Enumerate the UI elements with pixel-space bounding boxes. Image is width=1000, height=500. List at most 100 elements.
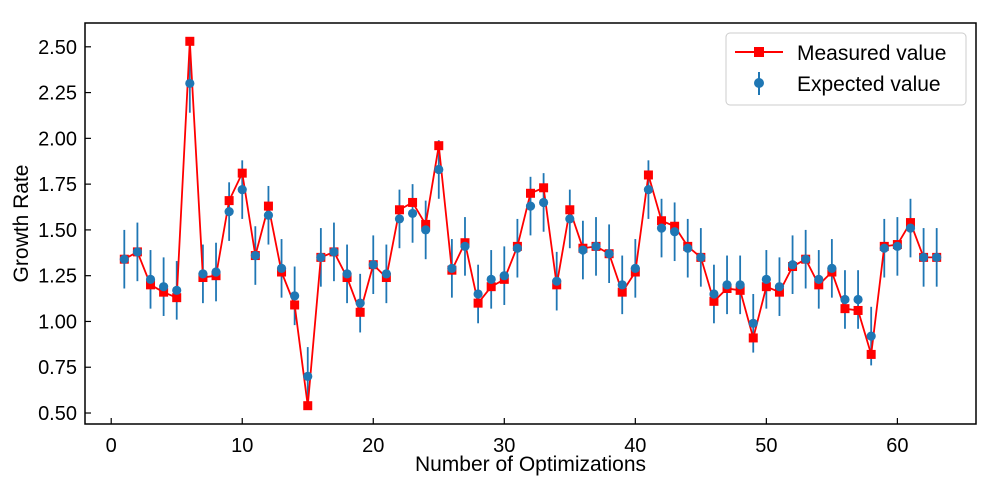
expected-point bbox=[342, 269, 352, 279]
expected-point bbox=[787, 260, 798, 270]
expected-point bbox=[918, 252, 929, 262]
expected-point bbox=[905, 223, 916, 233]
legend-box bbox=[725, 32, 967, 106]
y-tick-label: 2.50 bbox=[38, 37, 77, 59]
expected-point bbox=[512, 243, 522, 253]
measured-point bbox=[565, 205, 575, 215]
expected-point bbox=[670, 227, 680, 237]
legend-expected-marker bbox=[754, 78, 764, 88]
y-tick-label: 2.00 bbox=[38, 128, 77, 150]
expected-point bbox=[250, 250, 260, 261]
y-tick-label: 1.75 bbox=[38, 174, 77, 196]
expected-point bbox=[185, 78, 195, 89]
expected-point bbox=[630, 263, 640, 273]
expected-point bbox=[879, 243, 889, 253]
plot-area bbox=[119, 36, 942, 411]
measured-point bbox=[866, 349, 876, 359]
measured-point bbox=[526, 188, 535, 198]
expected-point bbox=[263, 210, 274, 220]
expected-point bbox=[617, 280, 627, 290]
expected-point bbox=[381, 269, 391, 279]
measured-point bbox=[670, 221, 680, 231]
plot-frame bbox=[84, 22, 977, 425]
x-tick-label: 10 bbox=[231, 435, 253, 457]
expected-point bbox=[683, 243, 693, 253]
y-tick-label: 1.25 bbox=[38, 266, 77, 288]
expected-point bbox=[159, 282, 169, 292]
measured-point bbox=[486, 282, 496, 292]
expected-point bbox=[421, 225, 431, 235]
expected-point bbox=[643, 185, 654, 195]
measured-point bbox=[473, 298, 483, 308]
measured-point bbox=[814, 280, 824, 290]
measured-point bbox=[263, 201, 273, 211]
expected-point bbox=[814, 274, 824, 284]
y-tick-label: 0.50 bbox=[38, 403, 77, 425]
x-tick-label: 60 bbox=[886, 435, 908, 457]
y-tick-label: 1.50 bbox=[38, 220, 77, 242]
measured-point bbox=[290, 300, 300, 310]
expected-point bbox=[761, 274, 771, 284]
expected-point bbox=[460, 241, 470, 251]
expected-point bbox=[316, 252, 326, 262]
expected-point bbox=[578, 245, 588, 255]
x-axis-ticks: 0 10 20 30 40 50 60 bbox=[106, 418, 909, 457]
legend: Measured value Expected value bbox=[725, 32, 967, 106]
expected-point bbox=[434, 164, 444, 175]
measured-point bbox=[761, 282, 771, 292]
expected-point bbox=[499, 271, 509, 281]
expected-point bbox=[224, 206, 234, 217]
y-tick-label: 1.00 bbox=[38, 311, 77, 333]
measured-point bbox=[394, 205, 404, 215]
expected-point bbox=[656, 223, 667, 233]
x-axis-label: Number of Optimizations bbox=[415, 453, 646, 476]
expected-point bbox=[801, 254, 811, 264]
expected-point bbox=[591, 241, 601, 251]
expected-point bbox=[198, 269, 208, 279]
expected-point bbox=[276, 263, 287, 273]
measured-point bbox=[853, 305, 863, 315]
expected-point bbox=[866, 331, 876, 341]
expected-point bbox=[407, 208, 418, 219]
measured-point bbox=[539, 183, 549, 193]
y-tick-label: 2.25 bbox=[38, 83, 77, 105]
expected-point bbox=[473, 289, 483, 299]
measured-point bbox=[735, 285, 745, 295]
expected-point bbox=[119, 254, 129, 264]
measured-point bbox=[774, 287, 784, 297]
measured-point bbox=[840, 304, 850, 314]
y-axis-ticks: 0.50 0.75 1.00 1.25 1.50 1.75 2.00 2.25 2.50 bbox=[38, 37, 91, 425]
expected-point bbox=[853, 294, 863, 305]
measured-point bbox=[657, 216, 667, 226]
x-tick-label: 40 bbox=[624, 435, 646, 457]
x-tick-label: 20 bbox=[362, 435, 384, 457]
measured-point bbox=[709, 296, 719, 306]
measured-point bbox=[355, 307, 365, 317]
expected-series bbox=[119, 78, 942, 381]
measured-point bbox=[172, 293, 182, 303]
x-tick-label: 30 bbox=[493, 435, 515, 457]
measured-point bbox=[643, 170, 653, 180]
y-tick-label: 0.75 bbox=[38, 357, 77, 379]
x-tick-label: 0 bbox=[106, 435, 117, 457]
measured-point bbox=[237, 168, 247, 178]
expected-point bbox=[447, 263, 457, 273]
measured-point bbox=[146, 280, 156, 290]
expected-point bbox=[329, 247, 339, 257]
y-axis-label: Growth Rate bbox=[10, 165, 33, 283]
expected-point bbox=[539, 197, 549, 208]
expected-point bbox=[132, 247, 143, 257]
expected-point bbox=[303, 371, 313, 381]
legend-expected-label: Expected value bbox=[797, 73, 941, 96]
expected-point bbox=[172, 285, 182, 295]
measured-point bbox=[421, 219, 431, 229]
expected-point bbox=[525, 201, 536, 211]
legend-measured-label: Measured value bbox=[797, 42, 946, 65]
measured-point bbox=[159, 287, 169, 297]
expected-point bbox=[735, 280, 745, 290]
measured-point bbox=[185, 36, 195, 46]
measured-point bbox=[303, 401, 313, 411]
expected-point bbox=[368, 260, 378, 270]
measured-point bbox=[905, 218, 915, 228]
